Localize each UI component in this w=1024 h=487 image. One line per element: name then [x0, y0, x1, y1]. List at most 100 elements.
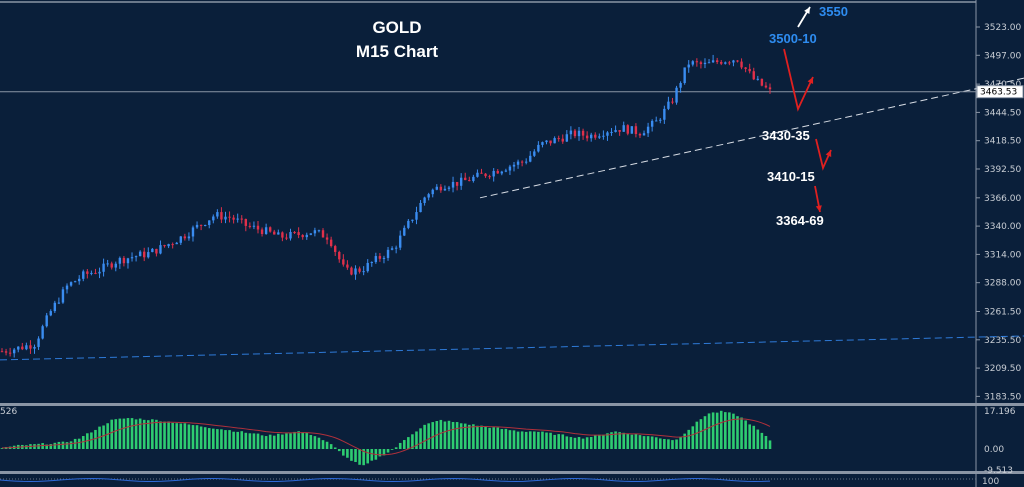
candle [143, 247, 146, 262]
candle [683, 67, 686, 85]
histogram-bar [187, 424, 191, 449]
sub-indicator-label: 100 [982, 477, 999, 487]
candle [386, 246, 390, 261]
candle [679, 81, 682, 93]
candle-body [545, 140, 548, 143]
histogram-bar [508, 430, 512, 449]
candle-body [366, 262, 369, 272]
candle [102, 258, 105, 277]
candle-body [260, 229, 264, 234]
candle-body [516, 161, 520, 165]
candle [281, 231, 284, 242]
y-tick-label: 3470.50 [984, 80, 1021, 90]
candle-body [17, 346, 20, 350]
candle-body [203, 225, 207, 227]
candle [557, 135, 560, 142]
candle [163, 244, 166, 248]
histogram-bar [675, 439, 678, 449]
candle [325, 233, 329, 245]
candle-body [602, 135, 605, 137]
candle [496, 169, 499, 174]
histogram-bar [573, 437, 577, 449]
candle [594, 132, 597, 140]
candle [362, 266, 365, 276]
candle-body [236, 218, 239, 220]
candle [524, 158, 528, 165]
candle-body [334, 246, 337, 252]
histogram-bar [764, 435, 768, 449]
histogram-bar [394, 447, 398, 449]
histogram-bar [350, 449, 353, 461]
candle-body [390, 248, 394, 250]
candle [122, 255, 126, 267]
histogram-bar [553, 434, 556, 449]
candle [285, 233, 288, 241]
candle [53, 300, 57, 313]
candle-body [630, 126, 634, 134]
candle [728, 60, 731, 66]
candle-body [163, 245, 166, 247]
histogram-bar [220, 429, 223, 449]
histogram-bar [423, 424, 426, 449]
histogram-bar [447, 420, 451, 449]
histogram-bar [98, 426, 101, 449]
histogram-bar [654, 437, 658, 449]
candle-body [500, 171, 504, 174]
candle-body [86, 271, 89, 274]
arrow-pullback-up-icon-line [783, 48, 814, 112]
candle [512, 161, 516, 172]
candle [138, 250, 142, 257]
histogram-bar [634, 434, 638, 449]
y-tick-label: 3392.50 [984, 165, 1021, 175]
candle [374, 252, 378, 264]
candle [228, 211, 231, 223]
pane-separator [0, 471, 1024, 474]
candle-body [573, 130, 577, 137]
histogram-bar [606, 433, 609, 449]
candle-body [484, 173, 487, 177]
candle-body [638, 134, 642, 136]
candle-body [358, 268, 361, 272]
histogram-bar [191, 425, 195, 449]
candle [618, 129, 621, 136]
candle-body [224, 216, 227, 220]
histogram-bar [545, 432, 548, 449]
candle [155, 248, 158, 257]
candle-body [25, 345, 28, 350]
candle [264, 223, 268, 235]
histogram-bar [752, 425, 756, 449]
candle-body [447, 187, 451, 189]
chart-title-timeframe: M15 Chart [355, 42, 439, 61]
candle-body [313, 230, 317, 234]
candle-body [732, 60, 735, 63]
histogram-bar [707, 413, 711, 449]
candle-body [179, 236, 182, 243]
candle-body [374, 256, 378, 263]
histogram-bar [671, 440, 674, 449]
candle-body [537, 144, 540, 152]
candle [431, 188, 434, 198]
candle [224, 211, 227, 224]
candle [41, 324, 44, 340]
candle [541, 141, 544, 148]
candle [203, 224, 207, 227]
candle-body [488, 176, 491, 178]
histogram-bar [49, 444, 53, 449]
candle-body [594, 134, 597, 138]
candle-body [468, 180, 471, 182]
histogram-bar [463, 423, 467, 449]
candle [61, 286, 65, 304]
candle-body [524, 161, 528, 163]
candle [646, 122, 650, 138]
indicator-left-label: 526 [0, 407, 17, 417]
candle-body [618, 130, 621, 132]
candle [484, 173, 487, 178]
candle-body [699, 62, 703, 65]
histogram-bar [175, 423, 179, 449]
histogram-bar [118, 418, 122, 449]
histogram-bar [305, 432, 309, 449]
candle-body [557, 138, 560, 140]
candle-body [496, 170, 499, 174]
candle-body [533, 151, 536, 156]
